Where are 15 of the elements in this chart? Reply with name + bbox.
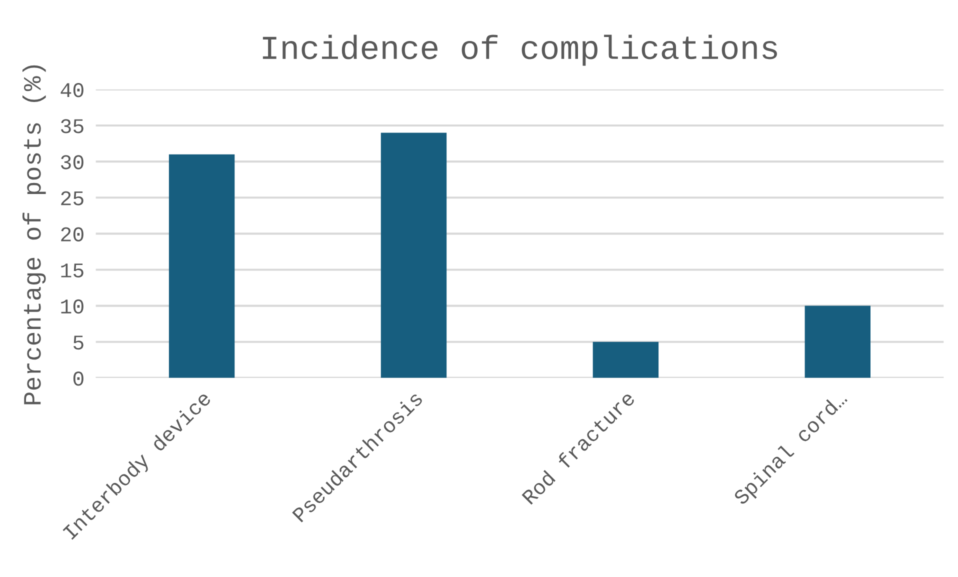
- chart-title: Incidence of complications: [262, 34, 777, 66]
- bar: [592, 342, 659, 378]
- bar: [168, 154, 235, 378]
- y-tick-label: 20: [61, 227, 84, 242]
- y-tick-label: 40: [60, 83, 84, 98]
- y-tick-label: 35: [60, 119, 84, 134]
- y-tick-label: 5: [73, 336, 84, 350]
- y-axis-title: Percentage of posts (%): [22, 65, 46, 404]
- y-tick-label: 30: [60, 155, 84, 170]
- y-tick-label: 15: [61, 264, 84, 278]
- bar: [380, 132, 447, 378]
- y-tick-label: 25: [61, 191, 84, 206]
- bar: [804, 306, 871, 378]
- y-tick-label: 0: [73, 372, 84, 386]
- y-tick-label: 10: [61, 299, 84, 314]
